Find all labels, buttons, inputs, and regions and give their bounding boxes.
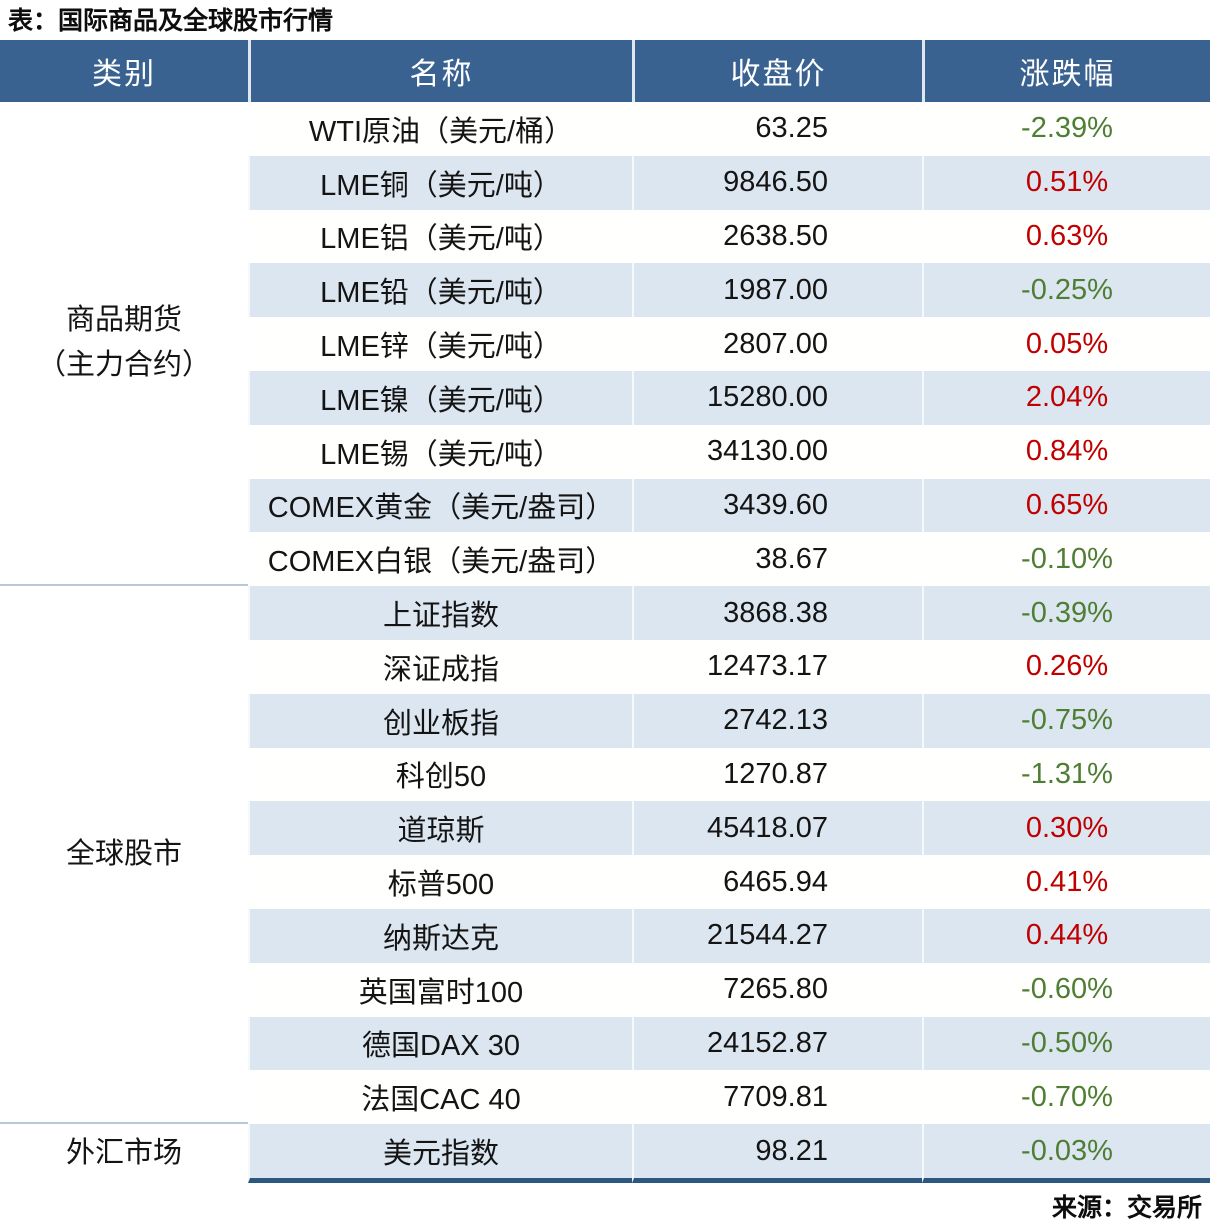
category-cell: 全球股市 [0,586,248,1125]
table-row: 纳斯达克 21544.27 0.44% [0,908,1210,963]
table-row: 深证成指 12473.17 0.26% [0,639,1210,694]
change-cell: -0.70% [922,1070,1210,1125]
name-cell: 道琼斯 [248,801,632,856]
close-price-cell: 15280.00 [632,370,922,425]
col-header-category: 类别 [0,40,248,102]
close-price-cell: 3439.60 [632,478,922,533]
change-cell: 0.65% [922,478,1210,533]
table-row: 道琼斯 45418.07 0.30% [0,801,1210,856]
name-cell: 德国DAX 30 [248,1016,632,1071]
table-row: 英国富时100 7265.80 -0.60% [0,962,1210,1017]
name-cell: LME铅（美元/吨） [248,263,632,318]
col-header-name: 名称 [248,40,632,102]
close-price-cell: 38.67 [632,532,922,587]
change-cell: 0.30% [922,801,1210,856]
change-cell: 0.41% [922,855,1210,909]
change-cell: -1.31% [922,747,1210,802]
table-row: LME铝（美元/吨） 2638.50 0.63% [0,209,1210,264]
close-price-cell: 1270.87 [632,747,922,802]
table-row: 法国CAC 40 7709.81 -0.70% [0,1070,1210,1125]
col-header-change: 涨跌幅 [922,40,1210,102]
change-cell: 0.05% [922,317,1210,371]
source-caption: 来源：交易所 [1051,1194,1202,1222]
table-row: COMEX白银（美元/盎司） 38.67 -0.10% [0,532,1210,587]
change-cell: 0.84% [922,424,1210,479]
change-cell: 0.63% [922,209,1210,264]
name-cell: 深证成指 [248,639,632,694]
close-price-cell: 2742.13 [632,693,922,748]
market-quote-table: 类别 名称 收盘价 涨跌幅 商品期货 （主力合约） WTI原油（美元/桶） 63… [0,40,1210,1183]
table-row: LME铜（美元/吨） 9846.50 0.51% [0,155,1210,210]
change-cell: -0.25% [922,263,1210,318]
name-cell: LME铝（美元/吨） [248,209,632,264]
close-price-cell: 12473.17 [632,639,922,694]
table-row: 标普500 6465.94 0.41% [0,855,1210,909]
close-price-cell: 21544.27 [632,908,922,963]
name-cell: 英国富时100 [248,962,632,1017]
change-cell: 0.26% [922,639,1210,694]
name-cell: WTI原油（美元/桶） [248,102,632,156]
close-price-cell: 63.25 [632,102,922,156]
category-cell: 外汇市场 [0,1124,248,1183]
category-cell: 商品期货 （主力合约） [0,102,248,587]
name-cell: 科创50 [248,747,632,802]
close-price-cell: 98.21 [632,1124,922,1183]
change-cell: -0.03% [922,1124,1210,1183]
name-cell: 法国CAC 40 [248,1070,632,1125]
change-cell: 2.04% [922,370,1210,425]
change-cell: -0.10% [922,532,1210,587]
change-cell: -0.50% [922,1016,1210,1071]
name-cell: COMEX黄金（美元/盎司） [248,478,632,533]
table-row: LME锌（美元/吨） 2807.00 0.05% [0,317,1210,371]
table-row: 全球股市 上证指数 3868.38 -0.39% [0,586,1210,1125]
page-title: 表：国际商品及全球股市行情 [8,7,334,35]
table-row: LME铅（美元/吨） 1987.00 -0.25% [0,263,1210,318]
close-price-cell: 6465.94 [632,855,922,909]
close-price-cell: 2638.50 [632,209,922,264]
table-row: 德国DAX 30 24152.87 -0.50% [0,1016,1210,1071]
close-price-cell: 3868.38 [632,586,922,640]
change-cell: -0.39% [922,586,1210,640]
name-cell: 美元指数 [248,1124,632,1183]
change-cell: -0.60% [922,962,1210,1017]
close-price-cell: 2807.00 [632,317,922,371]
name-cell: LME锌（美元/吨） [248,317,632,371]
name-cell: LME镍（美元/吨） [248,370,632,425]
name-cell: LME锡（美元/吨） [248,424,632,479]
name-cell: 纳斯达克 [248,908,632,963]
name-cell: COMEX白银（美元/盎司） [248,532,632,587]
change-cell: -0.75% [922,693,1210,748]
table-row: LME锡（美元/吨） 34130.00 0.84% [0,424,1210,479]
close-price-cell: 1987.00 [632,263,922,318]
close-price-cell: 7265.80 [632,962,922,1017]
close-price-cell: 45418.07 [632,801,922,856]
close-price-cell: 7709.81 [632,1070,922,1125]
close-price-cell: 34130.00 [632,424,922,479]
close-price-cell: 9846.50 [632,155,922,210]
table-row: 商品期货 （主力合约） WTI原油（美元/桶） 63.25 -2.39% [0,102,1210,587]
name-cell: LME铜（美元/吨） [248,155,632,210]
header-row: 类别 名称 收盘价 涨跌幅 [0,40,1210,102]
table-row: COMEX黄金（美元/盎司） 3439.60 0.65% [0,478,1210,533]
table-row: 外汇市场 美元指数 98.21 -0.03% [0,1124,1210,1183]
name-cell: 创业板指 [248,693,632,748]
change-cell: 0.51% [922,155,1210,210]
change-cell: 0.44% [922,908,1210,963]
table-row: 创业板指 2742.13 -0.75% [0,693,1210,748]
change-cell: -2.39% [922,102,1210,156]
close-price-cell: 24152.87 [632,1016,922,1071]
name-cell: 上证指数 [248,586,632,640]
table-row: 科创50 1270.87 -1.31% [0,747,1210,802]
name-cell: 标普500 [248,855,632,909]
table-row: LME镍（美元/吨） 15280.00 2.04% [0,370,1210,425]
col-header-close: 收盘价 [632,40,922,102]
